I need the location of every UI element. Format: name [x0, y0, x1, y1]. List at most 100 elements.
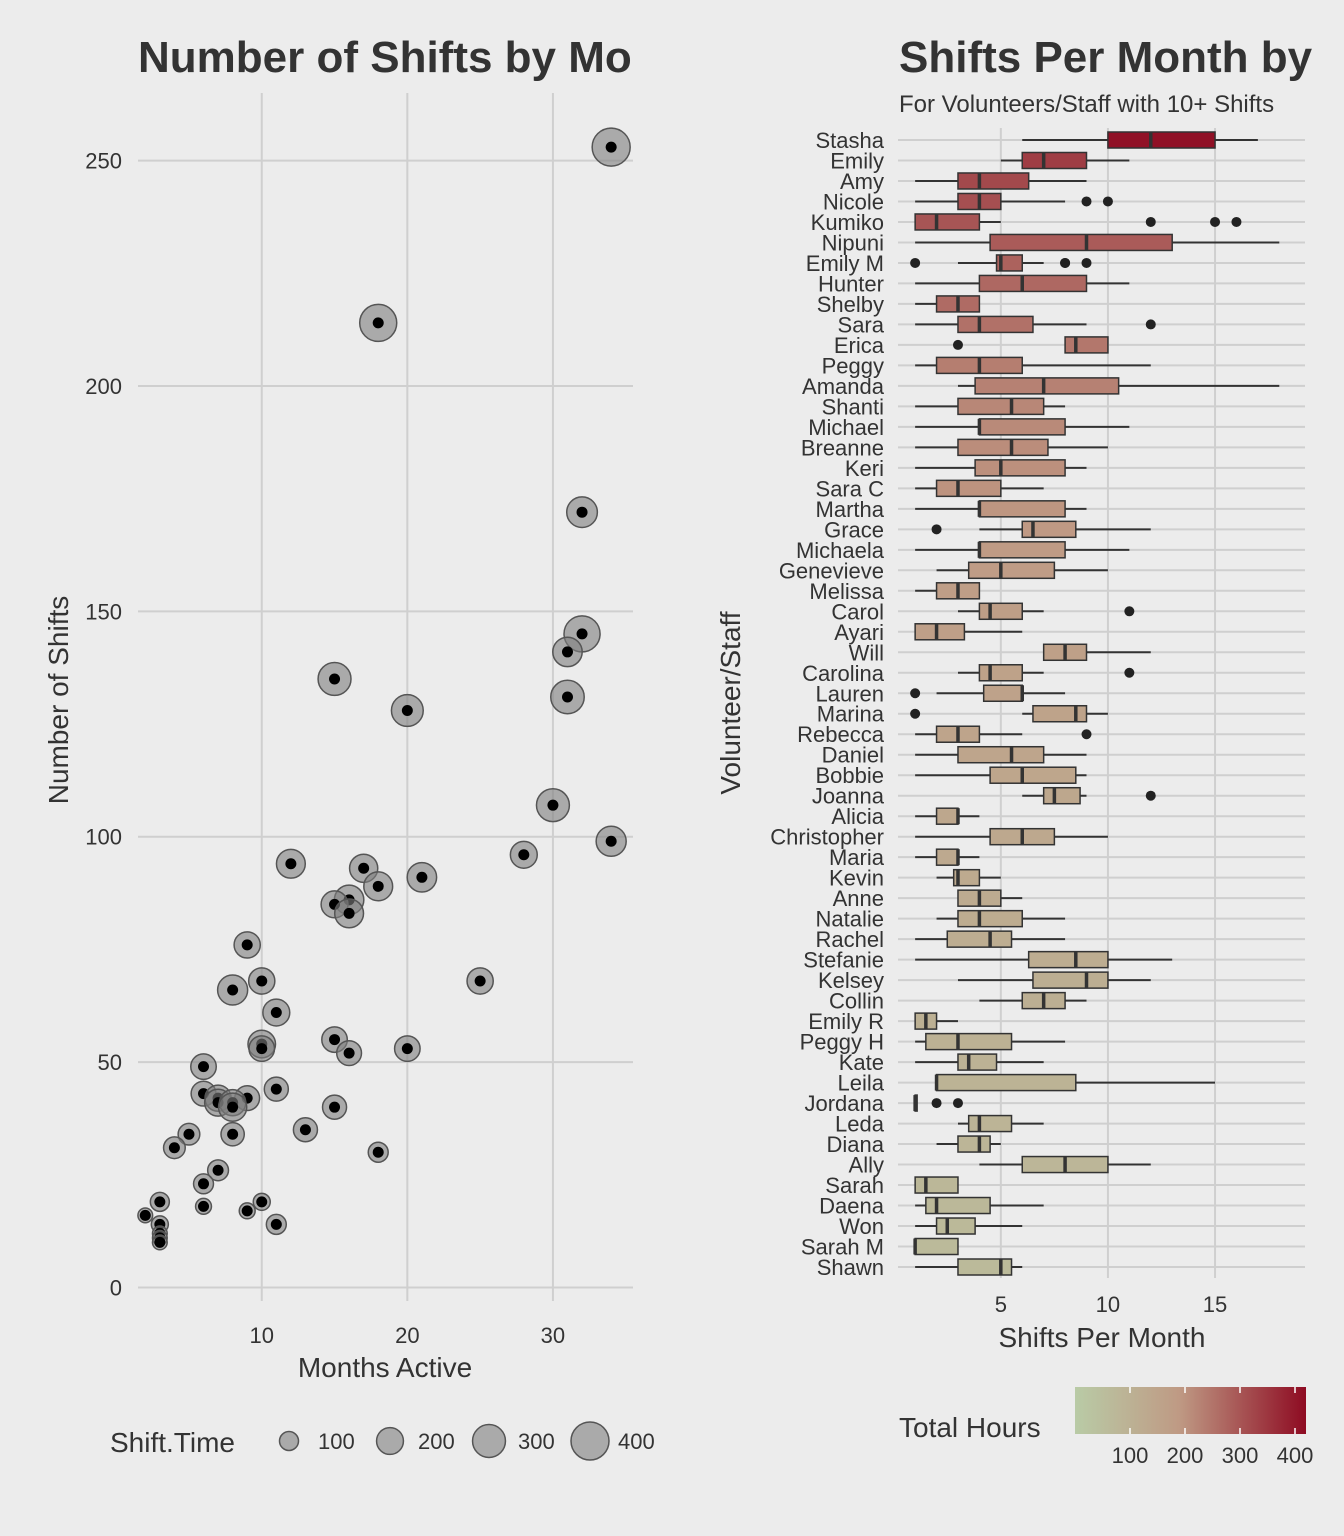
iqr-box — [935, 848, 959, 866]
boxplot-row — [952, 336, 1109, 354]
volunteer-name-label: Leda — [835, 1112, 885, 1137]
boxplot-tick-labels: 5 10 15 — [995, 1292, 1228, 1317]
scatter-point — [393, 1035, 421, 1063]
size-legend-key — [375, 1426, 405, 1456]
outlier-point — [1145, 790, 1156, 801]
iqr-box — [935, 1217, 976, 1235]
scatter-point — [335, 1039, 363, 1067]
boxplot-panel: Shifts Per Month by For Volunteers/Staff… — [715, 33, 1313, 1468]
iqr-box — [989, 233, 1173, 252]
color-legend-label: 300 — [1222, 1443, 1259, 1468]
size-legend-label: 400 — [618, 1429, 655, 1454]
scatter-point — [194, 1197, 213, 1216]
volunteer-name-label: Natalie — [816, 907, 884, 932]
iqr-box — [978, 664, 1023, 682]
boxplot-row — [957, 377, 1280, 395]
iqr-box — [1032, 704, 1088, 723]
scatter-point — [363, 871, 394, 902]
boxplot-row — [915, 582, 981, 600]
size-legend-label: 300 — [518, 1429, 555, 1454]
scatter-point — [238, 1202, 256, 1220]
scatter-point — [162, 1136, 186, 1160]
volunteer-name-label: Rachel — [816, 927, 884, 952]
boxplot-row — [936, 561, 1108, 580]
scatter-panel: Number of Shifts by Mo 10 20 3005010015020… — [43, 33, 655, 1461]
boxplot-row — [1042, 643, 1151, 662]
boxplot-row — [957, 602, 1135, 621]
scatter-point — [406, 861, 438, 893]
volunteer-name-label: Won — [839, 1214, 884, 1239]
outlier-point — [1124, 606, 1135, 617]
volunteer-name-label: Christopher — [770, 825, 884, 850]
size-legend-key — [278, 1430, 300, 1452]
volunteer-name-label: Carolina — [802, 661, 885, 686]
outlier-point — [1081, 729, 1092, 740]
volunteer-name-label: Nipuni — [822, 230, 884, 255]
scatter-title: Number of Shifts by Mo — [138, 33, 632, 82]
y-tick-label: 150 — [85, 599, 122, 624]
volunteer-name-label: Shelby — [817, 292, 884, 317]
shift-count-dot — [329, 1101, 341, 1113]
boxplot-row — [910, 684, 1066, 703]
boxplot-row — [915, 1258, 1023, 1276]
boxplot-y-axis-title: Volunteer/Staff — [715, 611, 746, 794]
iqr-box — [935, 479, 1002, 498]
scatter-point — [248, 1035, 276, 1063]
boxplot-row — [915, 930, 1066, 948]
volunteer-name-label: Michaela — [796, 538, 885, 563]
shift-count-dot — [154, 1236, 166, 1248]
volunteer-name-label: Kevin — [829, 866, 884, 891]
shift-count-dot — [227, 984, 239, 996]
boxplot-row — [915, 295, 981, 313]
boxplot-row — [915, 807, 980, 825]
shift-count-dot — [561, 646, 573, 658]
shift-count-dot — [198, 1200, 210, 1212]
boxplot-row — [915, 1053, 1044, 1071]
boxplot-row — [915, 725, 1092, 743]
scatter-point — [321, 1094, 348, 1120]
volunteer-name-label: Diana — [827, 1132, 885, 1157]
shift-count-dot — [416, 871, 428, 883]
outlier-point — [952, 339, 963, 350]
volunteer-name-label: Emily R — [808, 1009, 884, 1034]
iqr-box — [957, 909, 1023, 928]
scatter-point — [358, 303, 398, 343]
x-tick-label: 30 — [541, 1323, 565, 1348]
boxplot-row — [936, 909, 1066, 928]
volunteer-name-label: Erica — [834, 333, 885, 358]
boxplot-row — [915, 848, 980, 866]
boxplot-row — [915, 1196, 1044, 1215]
volunteer-name-label: Grace — [824, 517, 884, 542]
boxplot-row — [915, 438, 1108, 457]
iqr-box — [989, 766, 1077, 784]
scatter-point — [552, 636, 583, 668]
color-legend-title: Total Hours — [899, 1412, 1041, 1443]
boxplot-row — [915, 233, 1280, 252]
scatter-point — [206, 1159, 230, 1182]
volunteer-name-label: Stefanie — [803, 948, 884, 973]
boxplot-row — [915, 827, 1108, 846]
boxplot-row — [915, 274, 1130, 293]
shift-count-dot — [227, 1101, 239, 1113]
scatter-point — [292, 1116, 319, 1143]
boxplot-row — [1022, 131, 1258, 149]
iqr-box — [978, 541, 1066, 559]
volunteer-name-label: Melissa — [809, 579, 884, 604]
outlier-point — [1145, 319, 1156, 330]
boxplot-row — [979, 991, 1087, 1010]
shift-count-dot — [270, 1083, 282, 1095]
outlier-point — [1231, 216, 1242, 227]
iqr-box — [967, 561, 1056, 580]
shift-count-dot — [401, 705, 413, 717]
scatter-point — [247, 967, 276, 995]
iqr-box — [1021, 151, 1088, 170]
shift-count-dot — [329, 1034, 341, 1046]
iqr-box — [974, 377, 1120, 395]
volunteer-name-label: Jordana — [804, 1091, 884, 1116]
x-tick-label: 10 — [1096, 1292, 1120, 1317]
y-tick-label: 250 — [85, 149, 122, 174]
boxplot-row — [915, 766, 1087, 784]
boxplot-row — [957, 1114, 1044, 1133]
iqr-box — [957, 397, 1045, 416]
boxplot-row — [913, 1237, 959, 1256]
